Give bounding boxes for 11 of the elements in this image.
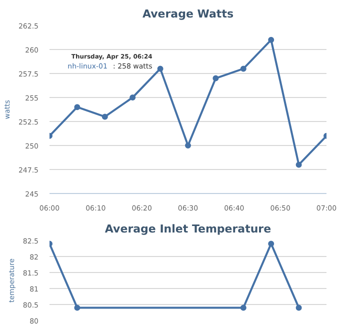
point [102, 114, 108, 120]
point [130, 94, 136, 100]
point [74, 104, 80, 110]
point [296, 162, 302, 168]
point [157, 66, 164, 72]
point [268, 36, 274, 43]
chart-title: Average Watts [142, 8, 234, 20]
point [185, 142, 191, 148]
point [240, 66, 246, 72]
chart-title: Average Inlet Temperature [104, 222, 272, 236]
point [212, 75, 219, 82]
